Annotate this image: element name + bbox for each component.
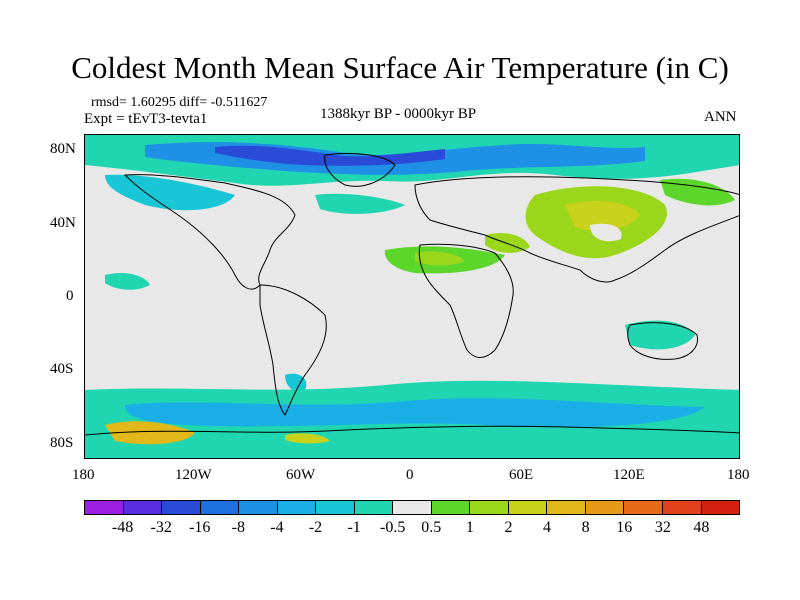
arctic-strong-cold-region <box>215 145 445 166</box>
south-america-outline <box>259 284 327 416</box>
colorbar-swatch <box>701 501 740 514</box>
map-panel <box>84 134 740 459</box>
colorbar-tick-label: 16 <box>616 519 633 536</box>
chart-title: Coldest Month Mean Surface Air Temperatu… <box>71 50 729 85</box>
colorbar-tick-label: 2 <box>504 519 513 536</box>
colorbar-tick-label: -4 <box>270 519 284 536</box>
colorbar-swatch <box>393 501 432 514</box>
north-america-outline <box>123 174 296 290</box>
colorbar-swatch <box>624 501 663 514</box>
africa-outline <box>418 243 514 358</box>
colorbar-tick-label: -32 <box>150 519 172 536</box>
colorbar <box>84 500 740 515</box>
colorbar-tick-label: -0.5 <box>380 519 406 536</box>
period-label: 1388kyr BP - 0000kyr BP <box>320 106 477 122</box>
colorbar-swatch <box>470 501 509 514</box>
lon-label-120e: 120E <box>613 467 645 483</box>
colorbar-tick-label: 48 <box>693 519 710 536</box>
asia-warm-core <box>565 200 640 231</box>
colorbar-swatch <box>547 501 586 514</box>
lon-label-60w: 60W <box>286 467 316 483</box>
colorbar-swatch <box>316 501 355 514</box>
eurasia-outline <box>414 176 739 283</box>
colorbar-swatch <box>354 501 394 514</box>
antarctica-warm-patch <box>105 421 195 445</box>
tropical-anomaly-1 <box>105 273 150 290</box>
colorbar-tick-label: -1 <box>347 519 361 536</box>
lon-label-60e: 60E <box>509 467 534 483</box>
season-label: ANN <box>704 109 737 125</box>
lat-label-80n: 80N <box>50 141 76 157</box>
south-america-anomaly <box>285 373 307 392</box>
temperature-anomaly-map <box>85 135 739 458</box>
colorbar-tick-label: 1 <box>465 519 474 536</box>
lon-label-180-west: 180 <box>72 467 95 483</box>
lon-label-120w: 120W <box>175 467 212 483</box>
colorbar-tick-label: 8 <box>581 519 590 536</box>
colorbar-tick-label: -48 <box>111 519 134 536</box>
australia-anomaly <box>625 320 695 350</box>
antarctica-outline <box>85 425 739 436</box>
southern-ocean-cold <box>125 398 705 428</box>
colorbar-tick-label: -2 <box>308 519 323 536</box>
colorbar-swatch <box>508 501 548 514</box>
colorbar-swatch <box>162 501 201 514</box>
australia-outline <box>627 322 699 360</box>
north-atlantic-anomaly <box>315 193 405 214</box>
colorbar-swatch <box>431 501 471 514</box>
colorbar-tick-label: -8 <box>231 519 246 536</box>
colorbar-swatch <box>585 501 625 514</box>
stats-label: rmsd= 1.60295 diff= -0.511627 <box>91 95 268 110</box>
colorbar-tick-label: 32 <box>654 519 671 536</box>
colorbar-swatch <box>85 501 124 514</box>
asia-cool-patch <box>590 223 622 242</box>
lat-label-0: 0 <box>66 288 74 304</box>
colorbar-tick-label: 4 <box>543 519 552 536</box>
colorbar-swatch <box>239 501 278 514</box>
experiment-label: Expt = tEvT3-tevta1 <box>84 111 208 127</box>
greenland-outline <box>324 152 396 187</box>
antarctica-warm-patch-2 <box>285 433 330 444</box>
sahara-warm-core <box>415 251 465 266</box>
colorbar-swatch <box>277 501 317 514</box>
lon-label-180-east: 180 <box>727 467 750 483</box>
colorbar-swatch <box>123 501 163 514</box>
lat-label-40s: 40S <box>50 361 74 377</box>
lat-label-40n: 40N <box>50 215 76 231</box>
east-asia-warm-region <box>660 178 735 206</box>
colorbar-swatch <box>200 501 240 514</box>
lat-label-80s: 80S <box>50 435 74 451</box>
north-america-anomaly <box>105 174 235 211</box>
colorbar-tick-label: 0.5 <box>421 519 442 536</box>
colorbar-swatch <box>662 501 702 514</box>
colorbar-tick-label: -16 <box>189 519 211 536</box>
lon-label-0: 0 <box>406 467 414 483</box>
